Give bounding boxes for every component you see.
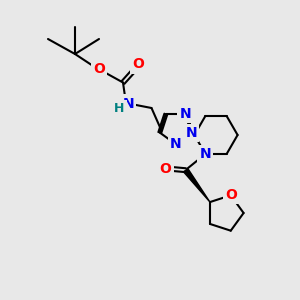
- Text: N: N: [123, 97, 134, 110]
- Text: N: N: [179, 107, 191, 121]
- Text: O: O: [93, 62, 105, 76]
- Text: H: H: [114, 102, 124, 116]
- Text: O: O: [225, 188, 237, 202]
- Text: N: N: [200, 147, 211, 161]
- Text: N: N: [170, 137, 181, 151]
- Polygon shape: [184, 169, 210, 202]
- Text: O: O: [132, 58, 144, 71]
- Text: N: N: [185, 126, 197, 140]
- Text: O: O: [160, 162, 172, 176]
